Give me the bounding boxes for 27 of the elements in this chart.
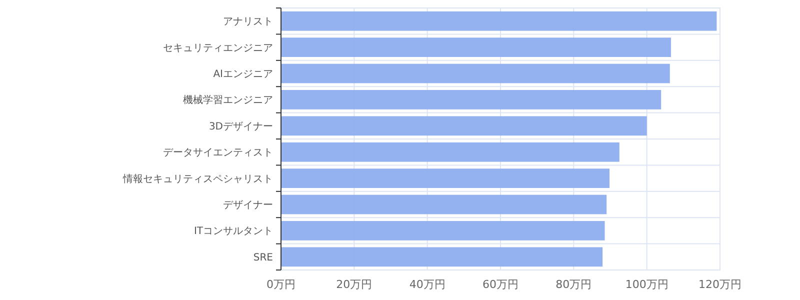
bar: [281, 116, 647, 136]
bar: [281, 221, 605, 240]
x-tick-label: 40万円: [409, 278, 446, 291]
y-tick-label: デザイナー: [223, 200, 273, 211]
y-tick-label: 情報セキュリティスペシャリスト: [122, 172, 273, 185]
bar: [281, 64, 670, 84]
x-tick-label: 20万円: [336, 278, 372, 291]
bar: [281, 90, 662, 110]
y-tick-label: SRE: [253, 252, 273, 264]
x-tick-label: 60万円: [482, 278, 518, 291]
bar: [281, 168, 610, 188]
y-tick-label: AIエンジニア: [213, 69, 273, 80]
bar: [281, 11, 717, 31]
y-tick-label: セキュリティエンジニア: [163, 42, 273, 54]
bar: [281, 194, 607, 214]
bar: [281, 38, 671, 57]
bar: [281, 247, 603, 267]
y-tick-label: データサイエンティスト: [163, 148, 273, 159]
x-tick-label: 80万円: [556, 278, 592, 291]
y-tick-label: アナリスト: [223, 16, 273, 28]
y-tick-label: 3Dデザイナー: [208, 121, 273, 132]
y-tick-label: ITコンサルタント: [194, 226, 273, 238]
bar: [281, 142, 620, 162]
y-tick-label: 機械学習エンジニア: [183, 94, 273, 106]
x-tick-label: 0万円: [266, 278, 296, 291]
x-tick-label: 120万円: [698, 278, 742, 291]
x-tick-label: 100万円: [625, 278, 668, 291]
